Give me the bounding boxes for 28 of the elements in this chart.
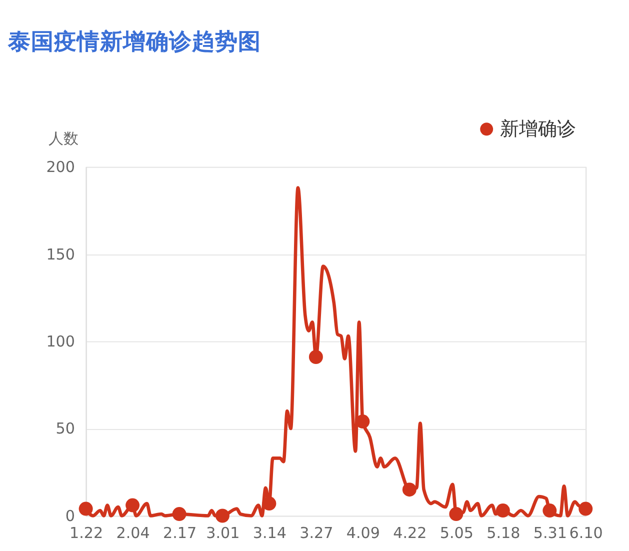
point [78, 502, 93, 516]
x-tick-label: 3.27 [300, 524, 334, 542]
x-tick-label: 3.01 [206, 524, 240, 542]
point [496, 504, 510, 518]
point [172, 507, 186, 521]
x-tick-label: 5.18 [486, 524, 520, 542]
x-tick-label: 5.05 [440, 524, 474, 542]
y-tick-label: 200 [46, 158, 75, 176]
x-tick-label: 1.22 [70, 524, 104, 542]
x-tick-label: 5.31 [533, 524, 567, 542]
point [126, 498, 140, 512]
y-tick-label: 50 [56, 420, 75, 438]
point [449, 507, 464, 521]
x-tick-label: 2.17 [162, 524, 197, 542]
y-tick-label: 0 [65, 506, 75, 525]
x-tick-label: 4.09 [346, 524, 380, 542]
x-tick-label: 3.14 [252, 524, 286, 542]
y-tick-label: 100 [46, 332, 75, 350]
legend-label: 新增确诊 [500, 118, 576, 140]
x-tick-label: 2.04 [116, 524, 150, 542]
x-tick-label: 6.10 [569, 524, 603, 542]
y-axis-title: 人数 [48, 130, 79, 148]
y-tick-label: 150 [46, 245, 75, 264]
point [542, 504, 557, 518]
chart-title: 泰国疫情新增确诊趋势图 [6, 28, 261, 55]
point [578, 502, 593, 516]
x-tick-label: 4.22 [393, 524, 427, 542]
point [402, 482, 416, 497]
